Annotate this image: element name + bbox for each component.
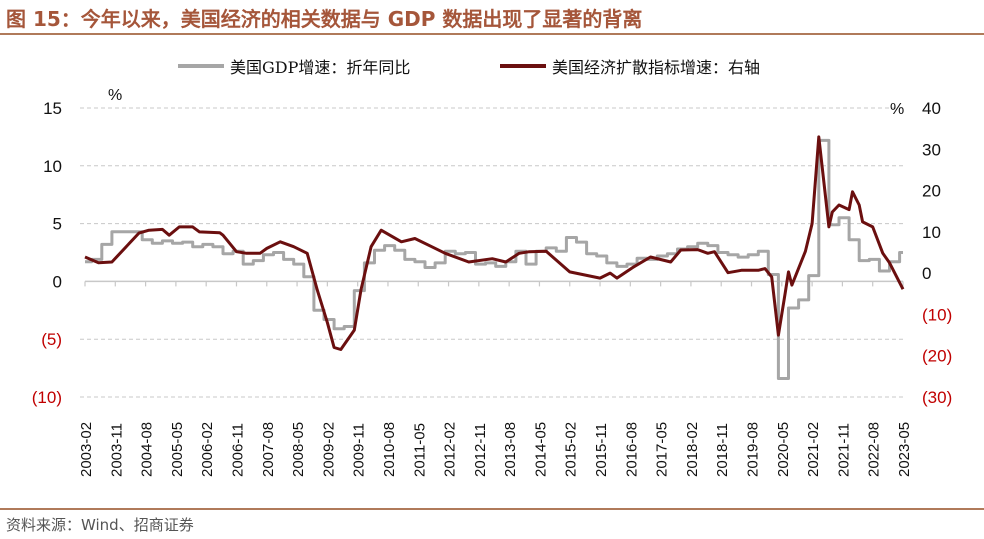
x-axis-tick-label: 2006-02 xyxy=(199,422,216,477)
x-axis-tick-label: 2010-08 xyxy=(381,422,398,477)
x-axis-tick-label: 2009-11 xyxy=(351,423,368,477)
x-axis-tick-label: 2006-11 xyxy=(229,423,246,477)
legend-item-diffusion: 美国经济扩散指标增速：右轴 xyxy=(500,54,760,78)
legend-item-gdp: 美国GDP增速：折年同比 xyxy=(178,54,410,78)
right-axis-tick-label: (20) xyxy=(922,347,952,366)
x-axis-tick-label: 2014-05 xyxy=(532,422,549,477)
right-axis-tick-label: 40 xyxy=(922,99,941,118)
x-axis-tick-label: 2008-05 xyxy=(290,422,307,477)
right-axis-tick-label: (30) xyxy=(922,388,952,407)
x-axis-tick-label: 2011-05 xyxy=(411,423,428,477)
left-axis-tick-label: (5) xyxy=(41,330,62,349)
legend-swatch-gdp xyxy=(178,64,224,68)
legend-label-diffusion: 美国经济扩散指标增速：右轴 xyxy=(552,58,761,77)
right-axis-tick-label: 10 xyxy=(922,223,941,242)
x-axis-tick-label: 2017-05 xyxy=(654,422,671,477)
left-axis-tick-label: 5 xyxy=(53,215,62,234)
source-note: 资料来源：Wind、招商证券 xyxy=(6,516,194,534)
x-axis-tick-label: 2020-05 xyxy=(775,422,792,477)
x-axis-tick-label: 2016-08 xyxy=(623,422,640,477)
left-axis-tick-label: 15 xyxy=(43,99,62,118)
x-axis-tick-label: 2009-02 xyxy=(320,422,337,477)
x-axis-tick-label: 2003-02 xyxy=(78,422,95,477)
right-axis-unit: % xyxy=(890,101,904,118)
x-axis-tick-label: 2015-11 xyxy=(593,423,610,477)
left-axis-tick-label: 10 xyxy=(43,157,62,176)
series-line-diffusion xyxy=(84,135,905,351)
x-axis-tick-label: 2021-02 xyxy=(805,422,822,477)
x-axis-tick-label: 2018-02 xyxy=(684,422,701,477)
x-axis-tick-label: 2012-11 xyxy=(472,423,489,477)
left-axis-tick-label: (10) xyxy=(32,388,62,407)
left-axis-tick-label: 0 xyxy=(53,272,62,291)
x-axis-tick-label: 2003-11 xyxy=(108,423,125,477)
right-axis-tick-label: (10) xyxy=(922,305,952,324)
x-axis-tick-label: 2019-08 xyxy=(745,422,762,477)
x-axis-tick-label: 2012-02 xyxy=(442,422,459,477)
x-axis-tick-label: 2005-05 xyxy=(169,422,186,477)
right-axis-tick-label: 20 xyxy=(922,182,941,201)
legend-label-gdp: 美国GDP增速：折年同比 xyxy=(230,58,411,77)
chart-title: 图 15：今年以来，美国经济的相关数据与 GDP 数据出现了显著的背离 xyxy=(6,7,643,31)
right-axis-tick-label: 0 xyxy=(922,264,931,283)
x-axis-tick-label: 2007-08 xyxy=(260,422,277,477)
right-axis-tick-label: 30 xyxy=(922,140,941,159)
legend-swatch-diffusion xyxy=(500,64,546,68)
footer-divider xyxy=(0,508,984,510)
x-axis-tick-label: 2018-11 xyxy=(714,423,731,477)
title-divider xyxy=(0,33,984,35)
x-axis-tick-label: 2013-08 xyxy=(502,422,519,477)
x-axis-tick-label: 2023-05 xyxy=(896,422,913,477)
x-axis-tick-label: 2021-11 xyxy=(835,423,852,477)
x-axis-tick-label: 2004-08 xyxy=(139,422,156,477)
x-axis-tick-label: 2022-08 xyxy=(866,422,883,477)
x-axis-tick-label: 2015-02 xyxy=(563,422,580,477)
left-axis-unit: % xyxy=(108,87,122,104)
